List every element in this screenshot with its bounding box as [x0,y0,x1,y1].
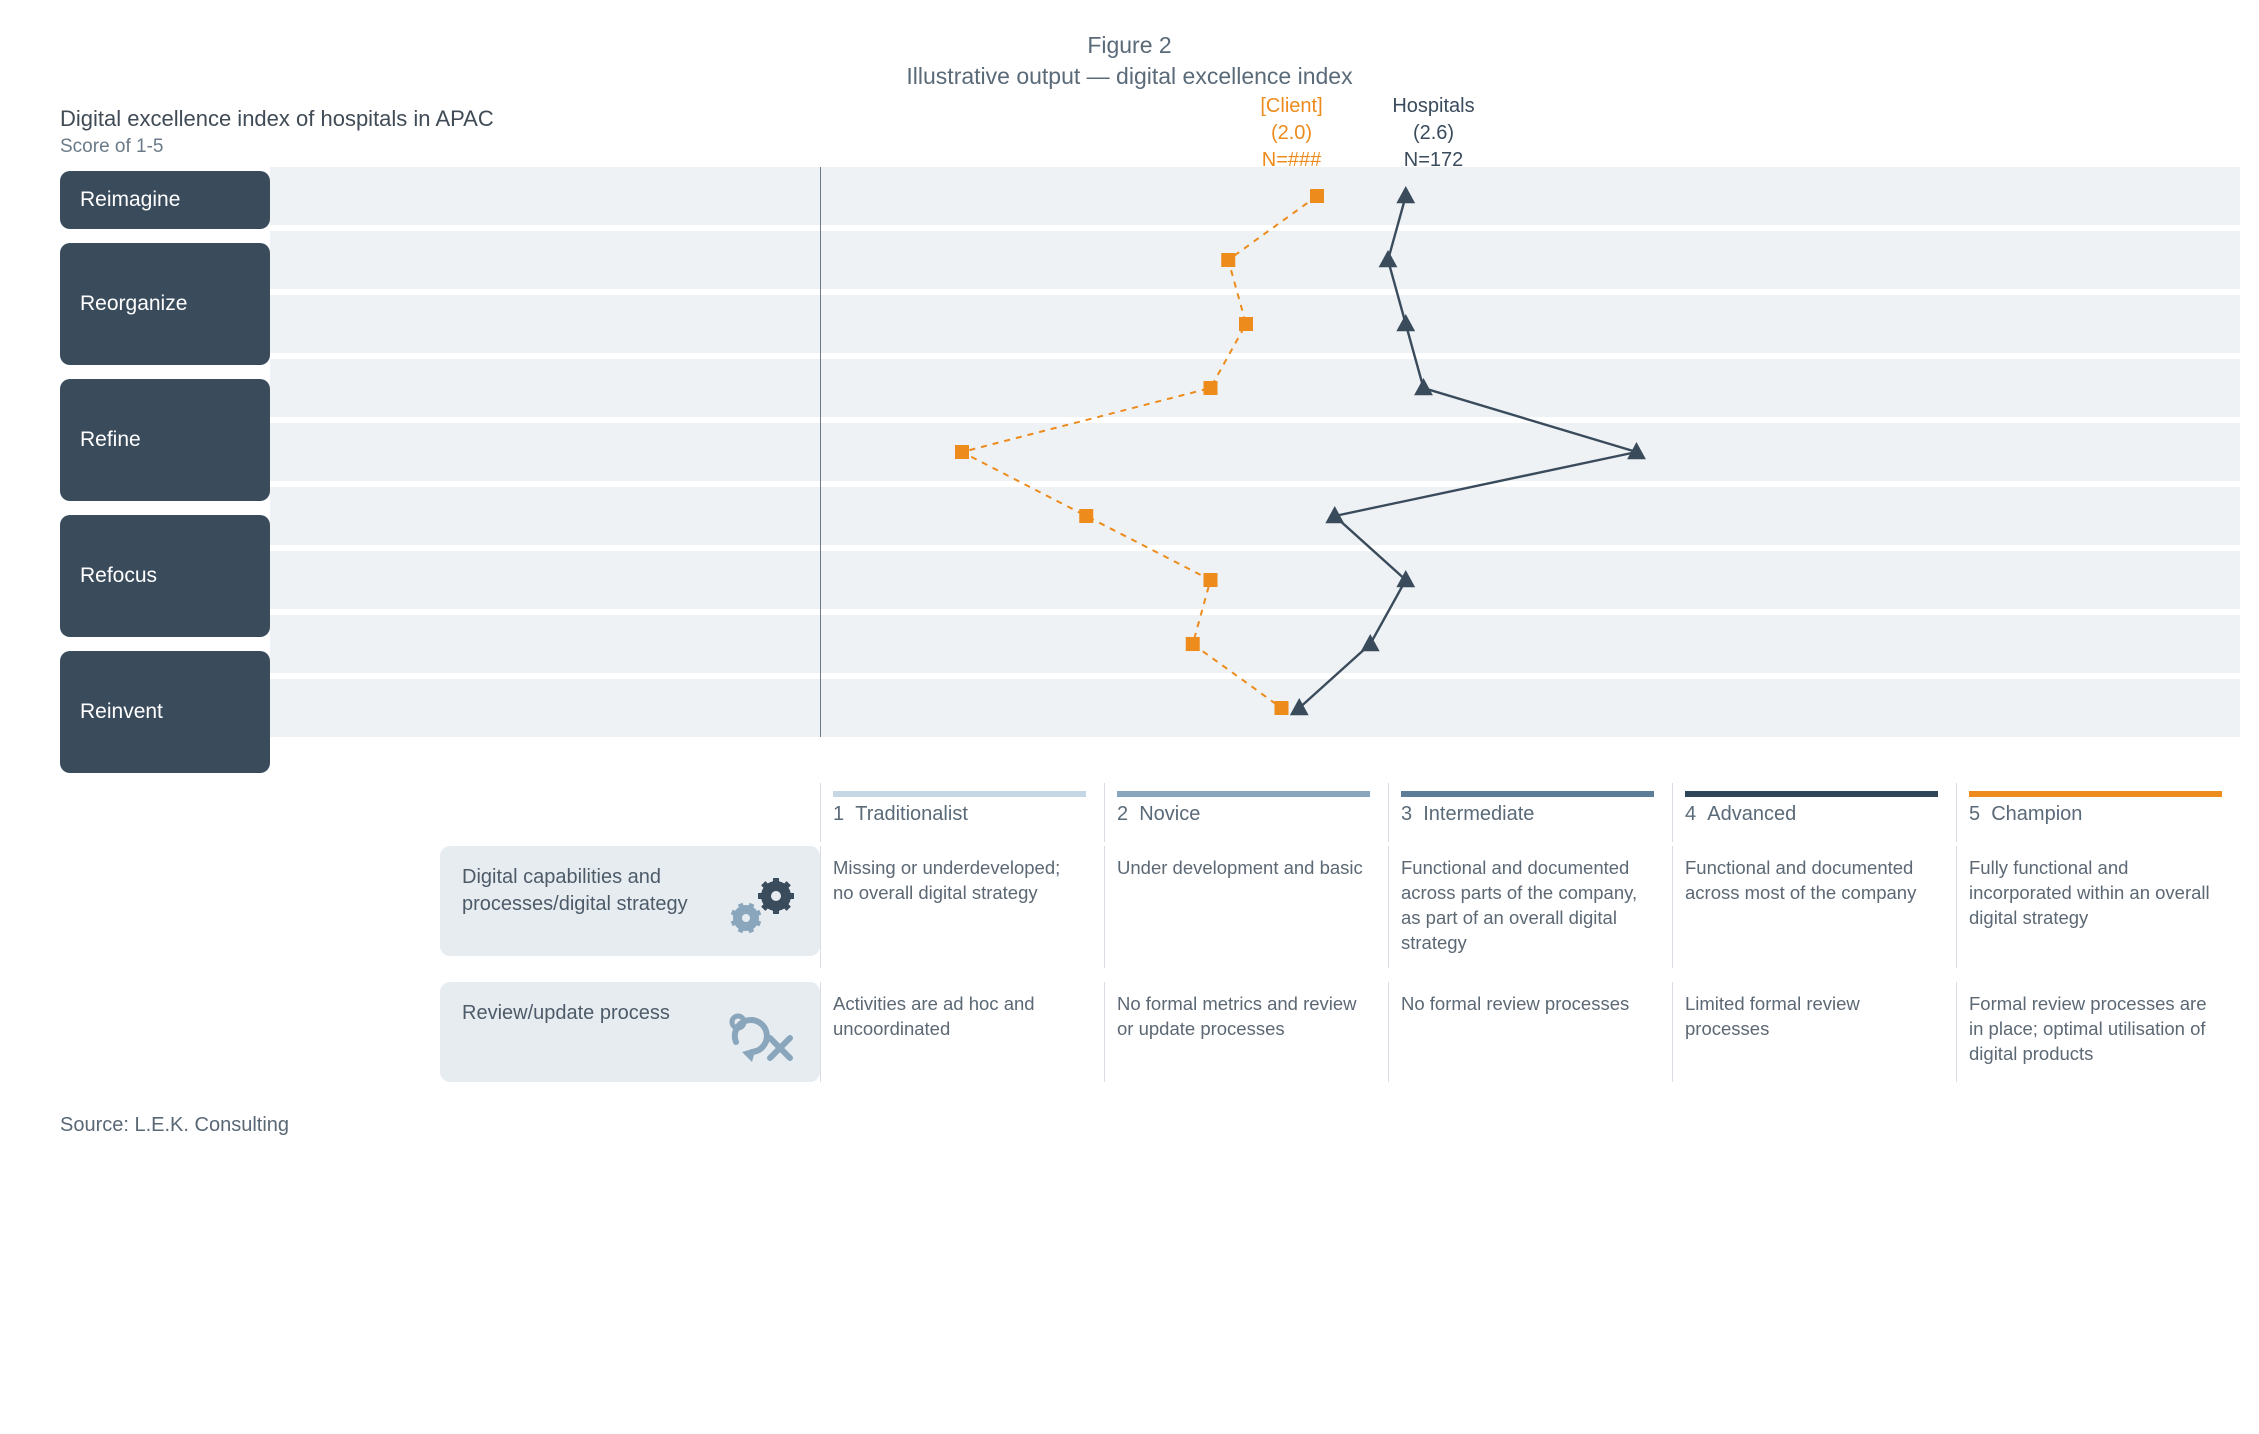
maturity-level-header: 2 Novice [1104,783,1388,842]
maturity-desc-cell: Functional and documented across parts o… [1388,846,1672,968]
maturity-header-row: 1 Traditionalist 2 Novice 3 Intermediate… [60,783,2199,842]
maturity-desc-row: Review/update process Activities are ad … [60,982,2199,1082]
maturity-level-header: 3 Intermediate [1388,783,1672,842]
figure-number: Figure 2 [60,30,2199,61]
figure-page: Figure 2 Illustrative output — digital e… [0,0,2259,1169]
figure-title: Illustrative output — digital excellence… [60,61,2199,92]
maturity-desc-cell: Fully functional and incorporated within… [1956,846,2240,968]
maturity-level-header: 4 Advanced [1672,783,1956,842]
maturity-level-header: 1 Traditionalist [820,783,1104,842]
source-line: Source: L.E.K. Consulting [60,1112,2199,1139]
maturity-desc-cell: Formal review processes are in place; op… [1956,982,2240,1082]
maturity-desc-cell: Under development and basic [1104,846,1388,968]
group-pill: Reorganize [60,243,270,365]
group-pill: Reimagine [60,171,270,229]
chart-plot-area [820,167,2240,737]
chart-title: Digital excellence index of hospitals in… [60,104,2199,134]
figure-header: Figure 2 Illustrative output — digital e… [60,30,2199,92]
group-pill: Refine [60,379,270,501]
maturity-desc-cell: Activities are ad hoc and uncoordinated [820,982,1104,1082]
chart-block: [Client](2.0)N=###Hospitals(2.6)N=172 Re… [60,167,2199,773]
group-pill: Refocus [60,515,270,637]
group-pills-column: Reimagine Reorganize Refine Refocus Reinvent [60,167,270,773]
group-pill: Reinvent [60,651,270,773]
maturity-desc-row: Digital capabilities and processes/digit… [60,846,2199,968]
chart-subtitle: Score of 1-5 [60,134,2199,160]
maturity-level-header: 5 Champion [1956,783,2240,842]
maturity-description-rows: Digital capabilities and processes/digit… [60,846,2199,1082]
maturity-desc-cell: Functional and documented across most of… [1672,846,1956,968]
legend-client: [Client](2.0)N=### [1227,93,1357,174]
maturity-desc-cell: Limited formal review processes [1672,982,1956,1082]
maturity-desc-cell: No formal review processes [1388,982,1672,1082]
gears-icon [716,874,802,946]
maturity-desc-cell: No formal metrics and review or update p… [1104,982,1388,1082]
maturity-desc-cell: Missing or underdeveloped; no overall di… [820,846,1104,968]
cycle-icon [716,1008,802,1072]
legend-hospitals: Hospitals(2.6)N=172 [1369,93,1499,174]
